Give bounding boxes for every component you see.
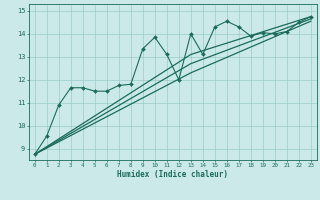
- X-axis label: Humidex (Indice chaleur): Humidex (Indice chaleur): [117, 170, 228, 179]
